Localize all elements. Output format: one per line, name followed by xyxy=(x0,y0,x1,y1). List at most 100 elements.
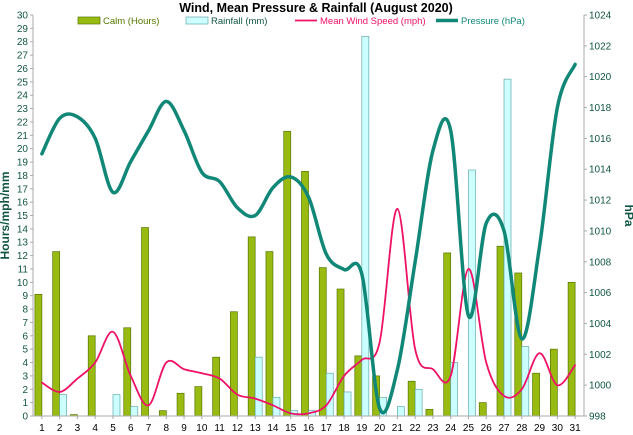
pressure-line xyxy=(40,62,577,415)
bar-calm xyxy=(318,267,327,417)
left-tick-label: 14 xyxy=(17,224,29,235)
right-axis-ticks: 998 1000 1002 1004 1006 1008 1010 1012 1014 1016 1… xyxy=(584,11,612,423)
left-tick-label: 0 xyxy=(22,412,28,423)
x-axis-ticks: 1 2 3 4 5 6 7 8 9 10 11 12 13 14 15 16 17 18 19 20 21 22 23 24 2… xyxy=(39,416,581,434)
x-tick-label: 10 xyxy=(196,423,208,434)
left-tick-label: 17 xyxy=(17,184,29,195)
left-tick-label: 7 xyxy=(22,318,28,329)
y-axis-label-right: hPa xyxy=(622,204,633,226)
right-tick-label: 998 xyxy=(589,412,606,423)
x-tick-label: 24 xyxy=(445,423,457,434)
bar-calm xyxy=(265,251,274,417)
left-tick-label: 4 xyxy=(22,358,28,369)
bar-calm xyxy=(212,356,220,417)
left-tick-label: 30 xyxy=(17,11,29,22)
bar-rainfall xyxy=(397,406,405,417)
legend-swatch xyxy=(77,16,101,25)
right-tick-label: 1020 xyxy=(589,72,612,83)
bar-calm xyxy=(567,281,576,417)
left-tick-label: 27 xyxy=(17,51,29,62)
left-tick-label: 29 xyxy=(17,24,29,35)
legend-label: Rainfall (mm) xyxy=(211,16,267,27)
bar-calm xyxy=(194,386,203,417)
bar-calm xyxy=(407,380,416,417)
left-tick-label: 15 xyxy=(17,211,29,222)
x-tick-label: 2 xyxy=(57,423,63,434)
left-tick-label: 1 xyxy=(22,398,28,409)
x-tick-label: 20 xyxy=(374,423,386,434)
left-tick-label: 22 xyxy=(17,117,29,128)
right-tick-label: 1022 xyxy=(589,41,612,52)
legend-label: Calm (Hours) xyxy=(103,16,159,27)
bar-calm xyxy=(443,252,452,417)
x-tick-label: 25 xyxy=(463,423,475,434)
left-tick-label: 11 xyxy=(18,264,29,275)
bar-calm xyxy=(425,408,434,417)
legend-swatch xyxy=(185,16,209,25)
x-tick-label: 5 xyxy=(110,423,116,434)
x-tick-label: 16 xyxy=(303,423,315,434)
x-tick-label: 28 xyxy=(516,423,528,434)
bars-layer xyxy=(34,36,576,417)
left-tick-label: 23 xyxy=(17,104,29,115)
x-tick-label: 21 xyxy=(392,423,404,434)
x-tick-label: 27 xyxy=(498,423,510,434)
left-tick-label: 12 xyxy=(17,251,29,262)
x-tick-label: 15 xyxy=(285,423,297,434)
bar-calm xyxy=(87,335,96,417)
right-tick-label: 1010 xyxy=(589,226,612,237)
left-tick-label: 26 xyxy=(17,64,29,75)
left-tick-label: 13 xyxy=(17,238,29,249)
right-tick-label: 1006 xyxy=(589,288,612,299)
bar-calm xyxy=(176,392,185,417)
right-tick-label: 1002 xyxy=(589,350,612,361)
bar-calm xyxy=(532,372,540,417)
left-tick-label: 10 xyxy=(17,278,29,289)
right-tick-label: 1014 xyxy=(589,165,612,176)
left-tick-label: 21 xyxy=(17,131,29,142)
x-tick-label: 11 xyxy=(214,423,225,434)
x-tick-label: 19 xyxy=(356,423,368,434)
bar-rainfall xyxy=(414,388,423,417)
bar-calm xyxy=(301,171,309,417)
x-tick-label: 3 xyxy=(75,423,81,434)
x-tick-label: 12 xyxy=(232,423,244,434)
legend: Calm (Hours) Rainfall (mm) Mean Wind Speed… xyxy=(77,16,525,27)
left-tick-label: 5 xyxy=(22,345,28,356)
left-tick-label: 3 xyxy=(22,371,28,382)
right-tick-label: 1000 xyxy=(589,381,612,392)
bar-calm xyxy=(336,288,345,417)
bar-rainfall xyxy=(254,356,263,417)
bar-calm xyxy=(158,410,167,417)
x-tick-label: 4 xyxy=(92,423,98,434)
x-tick-label: 22 xyxy=(410,423,422,434)
right-tick-label: 1012 xyxy=(589,196,612,207)
bar-calm xyxy=(34,294,43,417)
bar-calm xyxy=(283,130,292,417)
left-tick-label: 16 xyxy=(17,198,29,209)
left-tick-label: 28 xyxy=(17,37,29,48)
left-axis-ticks: 0123456789101112131415161718192021222324… xyxy=(17,11,33,423)
left-tick-label: 20 xyxy=(17,144,29,155)
left-tick-label: 24 xyxy=(17,91,29,102)
wind-speed-line xyxy=(40,207,577,416)
right-tick-label: 1018 xyxy=(589,103,612,114)
bar-calm xyxy=(478,402,487,417)
x-tick-label: 9 xyxy=(181,423,187,434)
bar-rainfall xyxy=(59,394,68,417)
right-tick-label: 1024 xyxy=(589,11,612,22)
left-tick-label: 19 xyxy=(17,158,29,169)
bar-calm xyxy=(141,227,149,417)
bar-calm xyxy=(247,236,256,417)
bar-rainfall xyxy=(343,391,352,417)
x-tick-label: 26 xyxy=(481,423,493,434)
legend-label: Mean Wind Speed (mph) xyxy=(320,16,426,27)
x-tick-label: 6 xyxy=(128,423,134,434)
lines-layer xyxy=(40,62,577,416)
legend-label: Pressure (hPa) xyxy=(461,16,525,27)
x-tick-label: 18 xyxy=(338,423,350,434)
x-tick-label: 13 xyxy=(250,423,262,434)
left-tick-label: 18 xyxy=(17,171,29,182)
right-tick-label: 1016 xyxy=(589,134,612,145)
